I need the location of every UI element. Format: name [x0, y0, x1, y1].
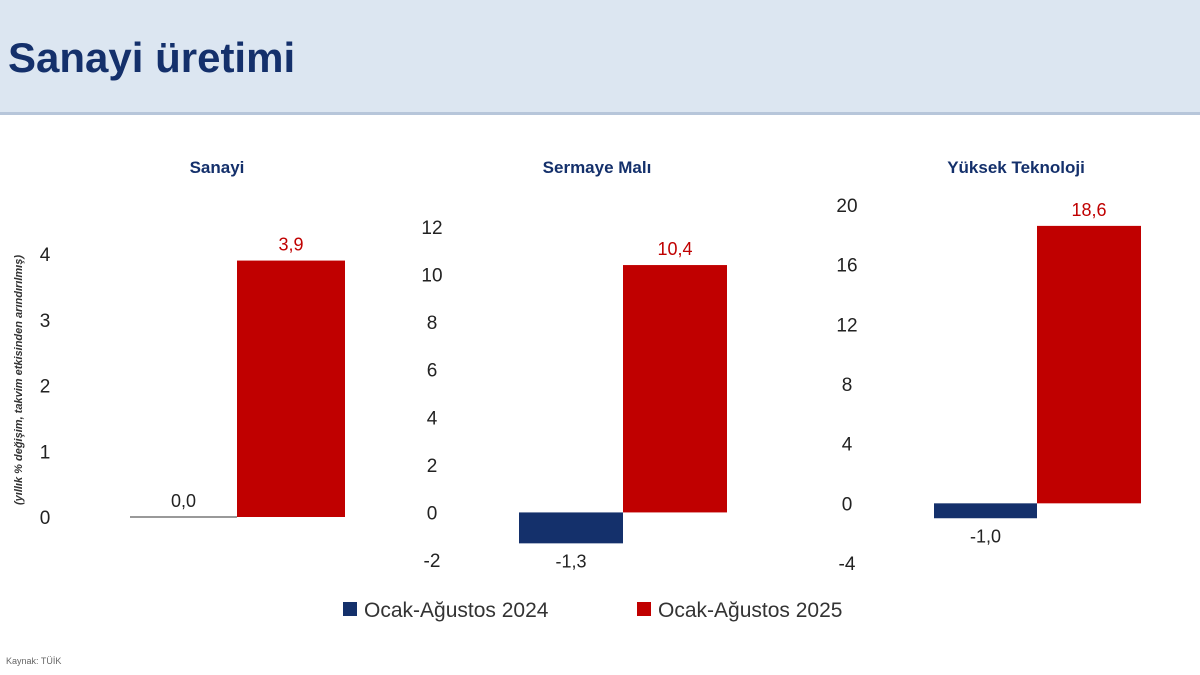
header: Sanayi üretimi: [0, 0, 1200, 115]
y-tick-label: 4: [842, 435, 853, 456]
y-tick-label: 4: [427, 408, 438, 429]
legend-label-2025: Ocak-Ağustos 2025: [658, 599, 842, 622]
y-tick-label: 2: [40, 377, 51, 398]
bar: [1037, 225, 1141, 504]
legend-swatch-2024: [343, 602, 357, 616]
y-tick-label: 8: [427, 313, 438, 334]
y-tick-label: 1: [40, 442, 51, 463]
data-label: 18,6: [1071, 200, 1106, 220]
chart-title: Sanayi: [190, 158, 245, 177]
data-label: 10,4: [657, 239, 692, 259]
y-tick-label: 4: [40, 245, 51, 266]
y-axis-label: (yıllık % değişim, takvim etkisinden arı…: [13, 255, 25, 505]
y-tick-label: -2: [424, 551, 441, 572]
y-tick-label: 2: [427, 456, 438, 477]
chart-title: Yüksek Teknoloji: [947, 158, 1085, 177]
y-tick-label: 3: [40, 311, 51, 332]
data-label: -1,0: [970, 526, 1001, 546]
y-tick-label: 10: [421, 266, 442, 287]
y-tick-label: 0: [842, 494, 853, 515]
y-tick-label: 12: [421, 218, 442, 239]
bar: [237, 260, 345, 517]
y-tick-label: -4: [839, 554, 856, 575]
data-label: 3,9: [278, 235, 303, 255]
legend-swatch-2025: [637, 602, 651, 616]
bar: [934, 503, 1037, 519]
bar: [519, 512, 623, 544]
data-label: -1,3: [555, 551, 586, 571]
chart-title: Sermaye Malı: [543, 158, 652, 177]
y-tick-label: 12: [836, 315, 857, 336]
y-tick-label: 0: [427, 503, 438, 524]
y-tick-label: 6: [427, 361, 438, 382]
y-tick-label: 16: [836, 256, 857, 277]
y-tick-label: 8: [842, 375, 853, 396]
page-title: Sanayi üretimi: [8, 34, 296, 81]
bar: [623, 265, 727, 513]
y-tick-label: 0: [40, 508, 51, 529]
data-label: 0,0: [171, 491, 196, 511]
legend-label-2024: Ocak-Ağustos 2024: [364, 599, 549, 622]
y-tick-label: 20: [836, 196, 857, 217]
source-note: Kaynak: TÜİK: [6, 656, 62, 666]
